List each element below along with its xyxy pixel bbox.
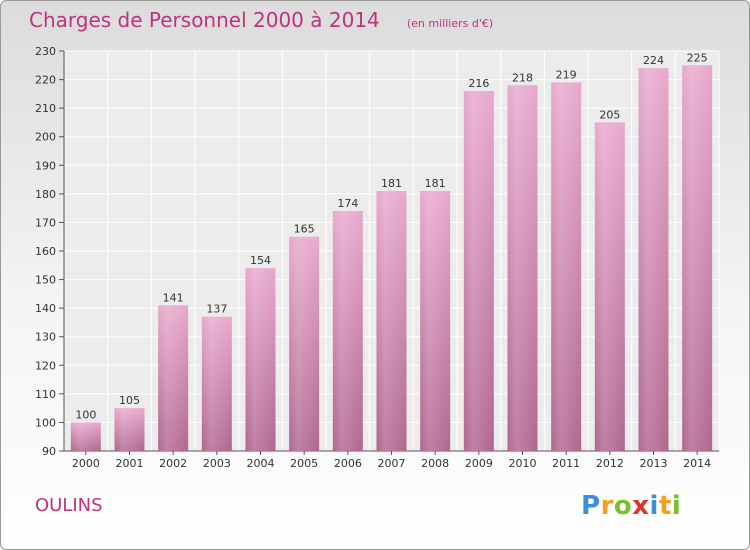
y-tick-label: 150 (35, 274, 56, 287)
chart-subtitle: (en milliers d'€) (406, 17, 494, 30)
data-label: 154 (250, 254, 271, 267)
x-tick-label: 2012 (596, 457, 624, 470)
data-label: 224 (643, 54, 664, 67)
x-tick-label: 2002 (159, 457, 187, 470)
x-tick-label: 2004 (247, 457, 275, 470)
data-label: 174 (337, 197, 358, 210)
y-tick-label: 190 (35, 159, 56, 172)
x-tick-label: 2010 (509, 457, 537, 470)
bar-shine-2004 (245, 268, 276, 451)
bar-shine-2008 (420, 191, 451, 451)
axes: 90 100 110 120 130 140 150 160 170 180 190 200 210 22… (35, 45, 719, 470)
data-label: 218 (512, 71, 533, 84)
bar-shine-2012 (594, 122, 625, 451)
y-tick-label: 200 (35, 131, 56, 144)
x-tick-label: 2007 (378, 457, 406, 470)
bar-shine-2010 (507, 85, 538, 452)
x-tick-label: 2011 (552, 457, 580, 470)
bar-shine-2007 (376, 191, 407, 451)
x-tick-label: 2006 (334, 457, 362, 470)
proxiti-logo: Proxiti (581, 491, 682, 521)
bar-shine-2000 (70, 422, 101, 451)
data-label: 205 (599, 108, 620, 121)
bar-shine-2014 (682, 65, 713, 452)
y-tick-label: 180 (35, 188, 56, 201)
x-tick-label: 2008 (421, 457, 449, 470)
bar-shine-2006 (332, 211, 363, 451)
y-tick-label: 210 (35, 102, 56, 115)
x-tick-label: 2014 (683, 457, 711, 470)
data-label: 181 (425, 177, 446, 190)
bar-shine-2005 (289, 236, 320, 451)
bar-shine-2003 (201, 316, 232, 451)
y-tick-label: 110 (35, 388, 56, 401)
bar-shine-2002 (158, 305, 189, 451)
y-tick-label: 100 (35, 416, 56, 429)
x-tick-label: 2001 (116, 457, 144, 470)
y-tick-label: 170 (35, 216, 56, 229)
x-tick-label: 2009 (465, 457, 493, 470)
y-tick-label: 160 (35, 245, 56, 258)
data-label: 225 (687, 51, 708, 64)
bar-shine-2009 (463, 91, 494, 451)
y-tick-label: 220 (35, 74, 56, 87)
data-label: 165 (294, 223, 315, 236)
data-label: 141 (163, 291, 184, 304)
data-label: 219 (556, 68, 577, 81)
x-tick-label: 2005 (290, 457, 318, 470)
y-tick-label: 140 (35, 302, 56, 315)
y-tick-label: 230 (35, 45, 56, 58)
bars (70, 65, 713, 452)
x-tick-label: 2000 (72, 457, 100, 470)
x-tick-label: 2013 (640, 457, 668, 470)
bar-shine-2011 (551, 82, 582, 451)
bar-shine-2001 (114, 408, 145, 451)
title-row: Charges de Personnel 2000 à 2014 (en mil… (29, 8, 493, 32)
chart-title: Charges de Personnel 2000 à 2014 (29, 8, 380, 32)
data-label: 105 (119, 394, 140, 407)
bar-shine-2013 (638, 68, 669, 452)
y-tick-label: 130 (35, 331, 56, 344)
y-tick-label: 90 (42, 445, 56, 458)
x-tick-label: 2003 (203, 457, 231, 470)
data-label: 137 (206, 303, 227, 316)
data-label: 216 (468, 77, 489, 90)
data-labels: 100 105 141 137 154 165 174 181 181 216 218 219 205 2… (75, 51, 707, 421)
data-label: 100 (75, 408, 96, 421)
y-tick-label: 120 (35, 359, 56, 372)
data-label: 181 (381, 177, 402, 190)
commune-name: OULINS (35, 495, 103, 516)
